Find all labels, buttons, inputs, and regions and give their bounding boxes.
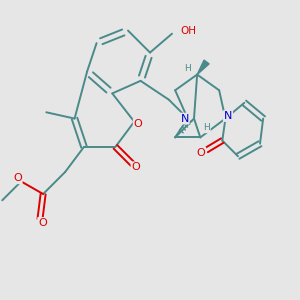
Text: OH: OH xyxy=(181,26,197,36)
Text: O: O xyxy=(134,119,142,129)
Text: N: N xyxy=(180,114,189,124)
Text: H: H xyxy=(203,124,210,133)
Polygon shape xyxy=(197,60,209,75)
Text: O: O xyxy=(38,218,47,228)
Text: O: O xyxy=(196,148,205,158)
Text: O: O xyxy=(131,162,140,172)
Text: H: H xyxy=(184,64,191,73)
Text: N: N xyxy=(224,111,232,121)
Text: O: O xyxy=(13,173,22,183)
